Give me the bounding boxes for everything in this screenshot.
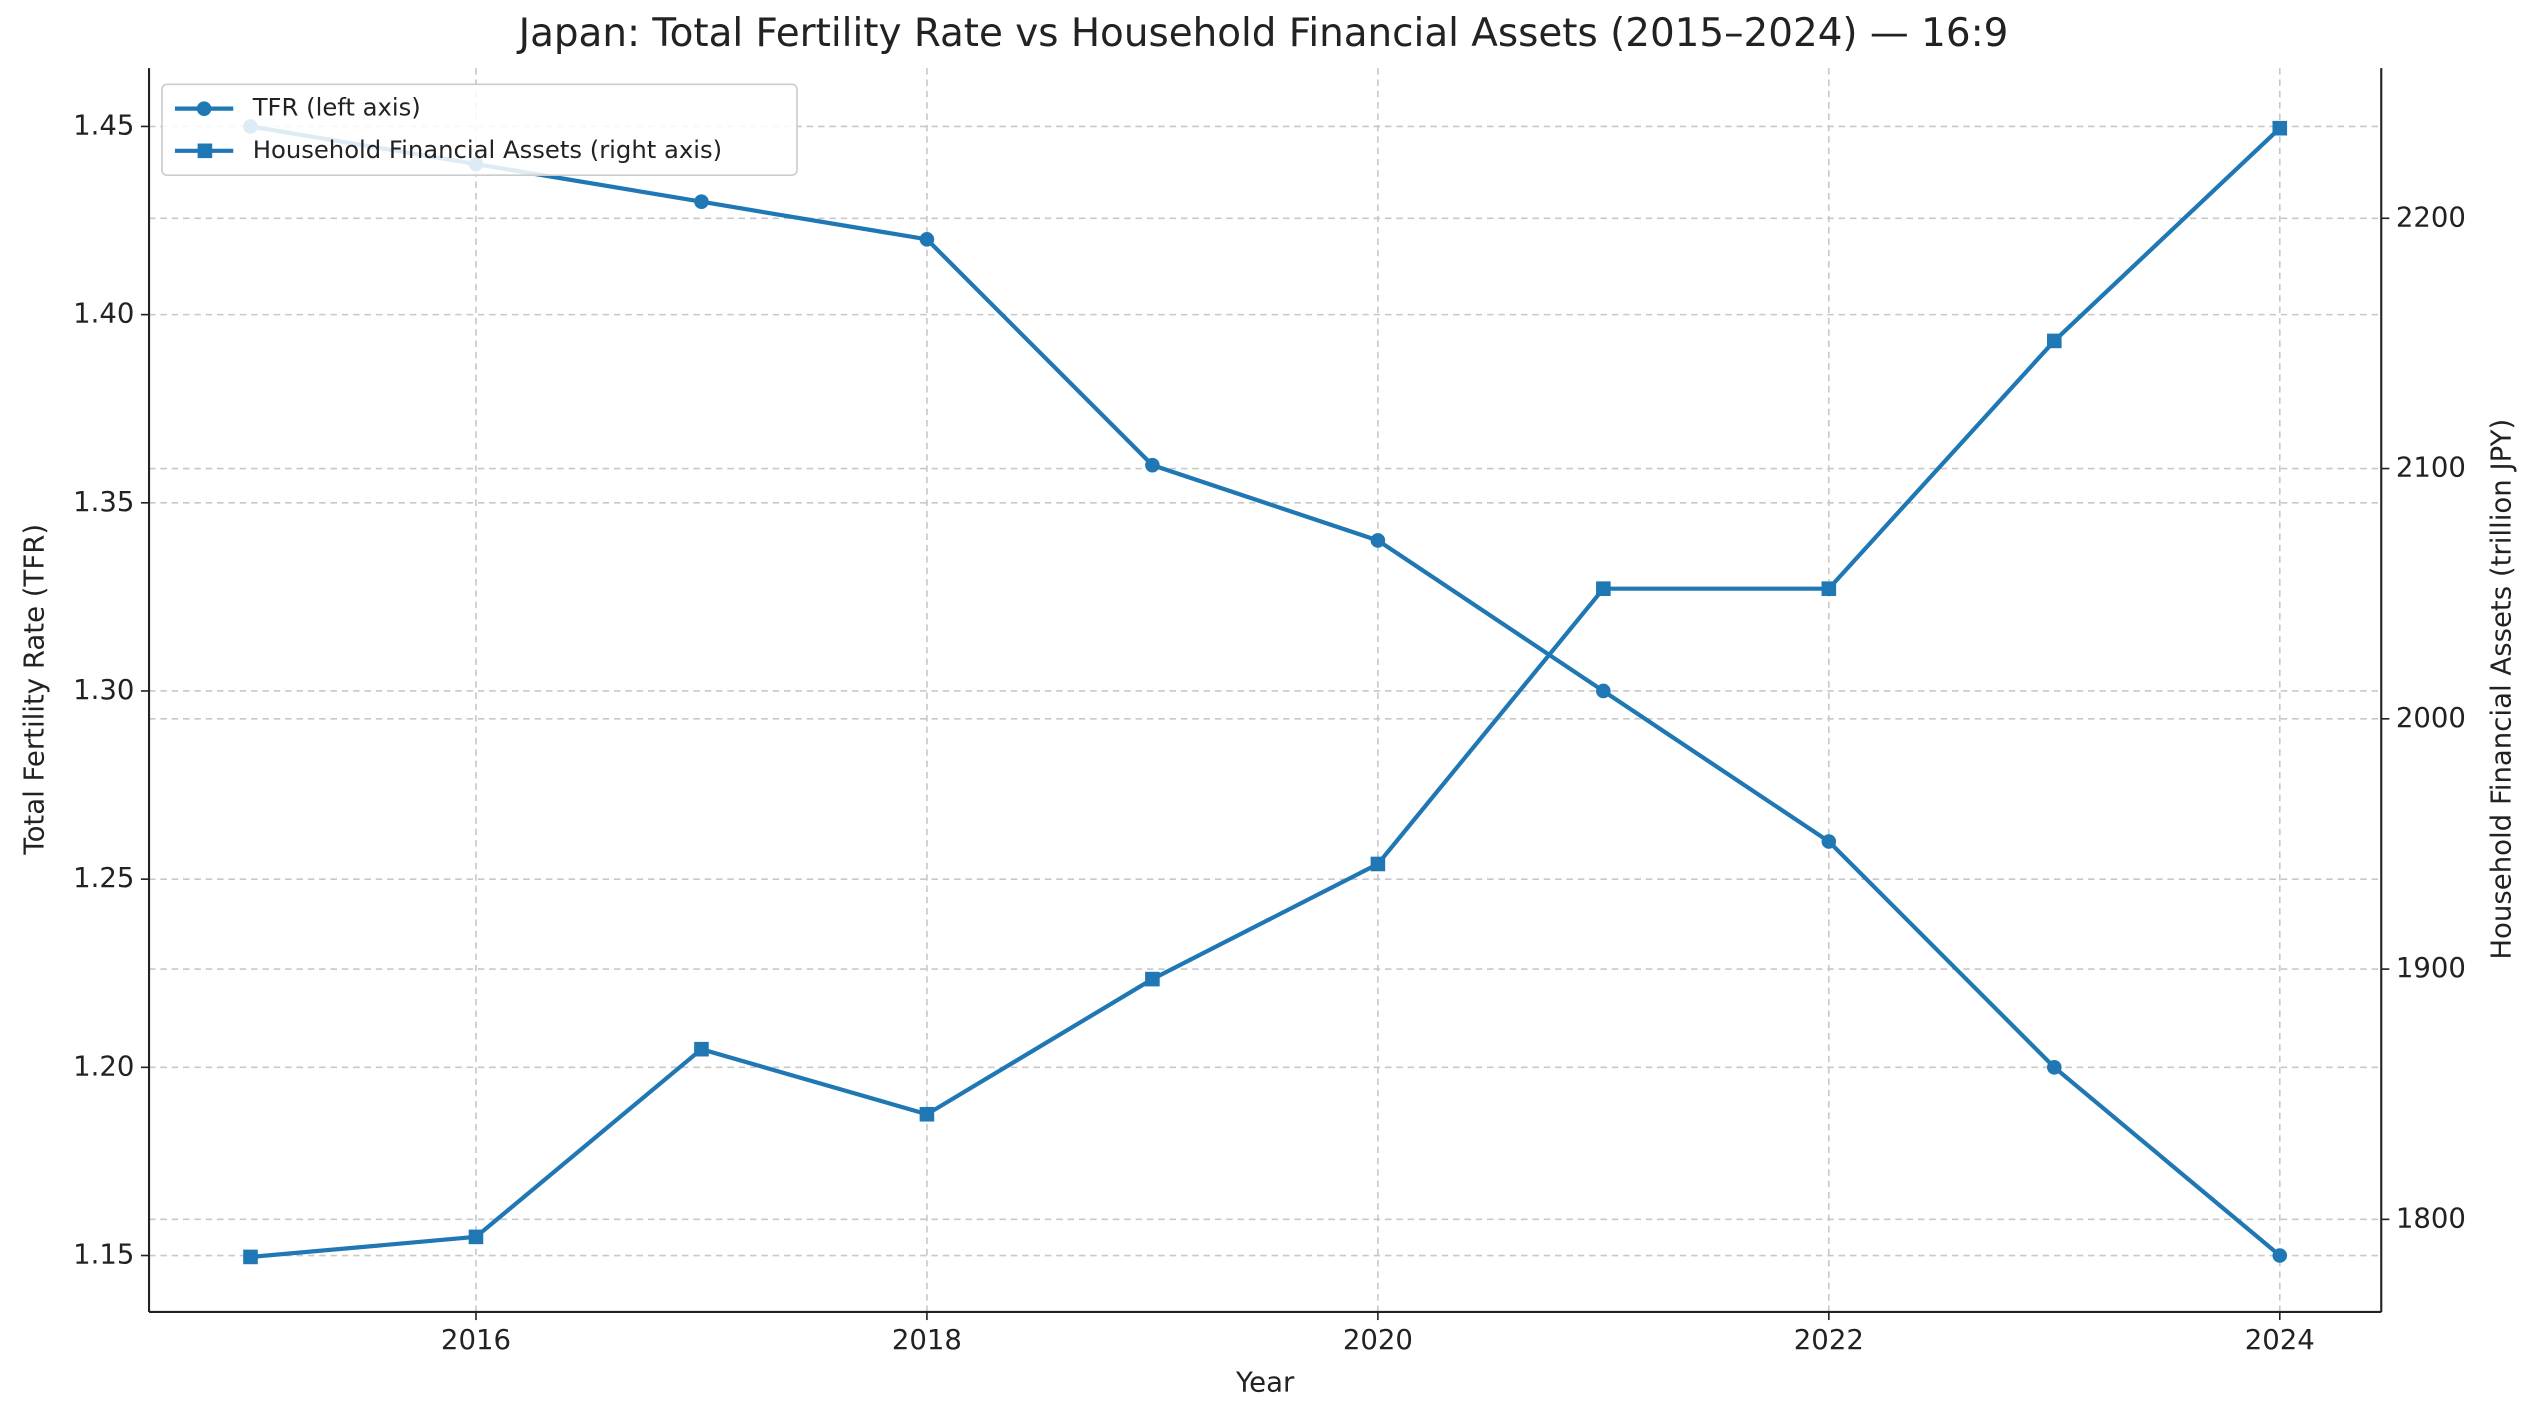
marker: [2047, 333, 2062, 349]
marker: [2272, 1248, 2288, 1263]
marker: [243, 1249, 258, 1265]
chart-title: Japan: Total Fertility Rate vs Household…: [516, 11, 2009, 56]
y2-tick-label: 2100: [2396, 452, 2466, 484]
x-tick-label: 2020: [1343, 1324, 1413, 1356]
legend-box: [161, 83, 798, 176]
y-tick-label: 1.25: [73, 862, 134, 894]
y-tick-label: 1.20: [73, 1050, 134, 1082]
marker: [1370, 856, 1386, 872]
marker: [694, 1041, 709, 1057]
legend-label: TFR (left axis): [252, 93, 421, 122]
y-tick-label: 1.30: [73, 674, 134, 706]
x-tick-label: 2016: [441, 1324, 511, 1356]
y-tick-label: 1.40: [73, 298, 134, 330]
marker: [1596, 581, 1611, 596]
legend-marker: [197, 143, 213, 159]
y-tick-label: 1.15: [73, 1239, 134, 1271]
data-line: [250, 124, 2282, 1258]
marker: [2272, 120, 2288, 136]
x-tick-label: 2022: [1794, 1324, 1864, 1356]
marker: [1145, 457, 1160, 473]
legend-label: Household Financial Assets (right axis): [253, 135, 722, 164]
marker: [2047, 1060, 2062, 1075]
y-axis-label: Total Fertility Rate (TFR): [19, 524, 51, 856]
marker: [919, 1106, 935, 1122]
y2-tick-label: 2000: [2396, 702, 2466, 734]
marker: [1145, 971, 1160, 987]
y2-tick-label: 1800: [2396, 1202, 2466, 1234]
marker: [919, 232, 935, 247]
y-tick-label: 1.45: [73, 109, 134, 141]
y2-tick-label: 1900: [2396, 952, 2466, 984]
y2-tick-label: 2200: [2396, 201, 2466, 233]
marker: [1821, 834, 1837, 849]
y-tick-label: 1.35: [73, 486, 134, 518]
data-line: [250, 126, 2282, 1260]
marker: [1596, 683, 1611, 699]
marker: [1370, 533, 1386, 548]
marker: [468, 1229, 484, 1245]
x-tick-label: 2024: [2245, 1324, 2315, 1356]
x-axis-label: Year: [1235, 1366, 1295, 1398]
legend-marker: [196, 101, 212, 116]
x-tick-label: 2018: [892, 1324, 962, 1356]
y2-axis-label: Household Financial Assets (trillion JPY…: [2486, 419, 2518, 960]
marker: [1821, 581, 1837, 596]
marker: [694, 194, 709, 210]
